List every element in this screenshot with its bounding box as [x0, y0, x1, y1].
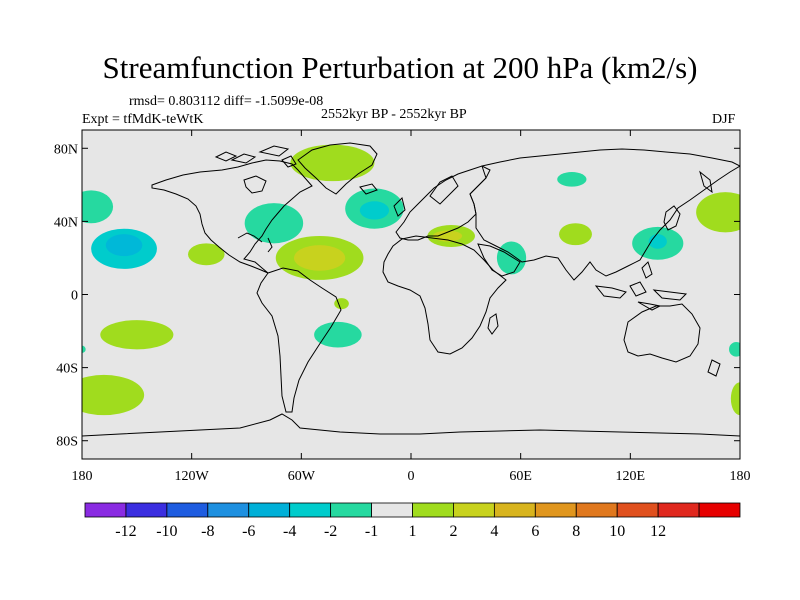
coastline-japan — [663, 205, 681, 231]
coastline-gulf — [237, 232, 263, 243]
anomaly-north-america-low — [244, 203, 304, 244]
anomaly-india-high — [559, 223, 592, 246]
map-axes: 80N 40N 0 40S 80S 180 120W 60W 0 60E 120E 180 — [54, 130, 751, 484]
anomaly-north-pacific-high — [696, 192, 740, 233]
colorbar-swatch — [248, 502, 291, 518]
colorbar-swatch — [493, 502, 536, 518]
lon-tick-label: 120E — [616, 469, 646, 484]
lon-tick-label: 180 — [72, 469, 93, 484]
colorbar-label: 8 — [572, 523, 580, 540]
period-label: 2552kyr BP - 2552kyr BP — [321, 107, 467, 122]
colorbar-label: 6 — [531, 523, 539, 540]
colorbar-label: -4 — [283, 523, 296, 540]
coastline-africa — [382, 235, 507, 355]
coastline-australia — [623, 303, 701, 363]
anomaly-atlantic-high-core — [294, 245, 346, 271]
experiment-label: Expt = tfMdK-teWtK — [82, 112, 204, 127]
coastline-scandinavia — [429, 175, 459, 205]
lon-tick-label: 180 — [730, 469, 751, 484]
colorbar-label: -1 — [365, 523, 378, 540]
coastline-antarctica — [82, 413, 740, 437]
anomaly-southern-ocean-high — [82, 374, 145, 416]
season-label: DJF — [712, 112, 736, 127]
colorbar-label: 2 — [449, 523, 457, 540]
colorbar-swatch — [657, 502, 700, 518]
colorbar-label: -12 — [115, 523, 136, 540]
anomaly-south-pacific-high — [100, 320, 174, 350]
anomaly-tasman-high — [730, 382, 740, 416]
colorbar-swatch — [166, 502, 209, 518]
coastline-indonesia — [594, 261, 688, 311]
lat-tick-label: 80S — [56, 435, 78, 450]
colorbar-swatch — [412, 502, 454, 518]
coastline-iceland — [359, 183, 378, 195]
coastline-greenland — [297, 142, 378, 195]
coastline-arabia — [477, 243, 521, 277]
colorbar-swatch — [330, 502, 372, 518]
colorbar-swatch — [616, 502, 659, 518]
colorbar: -12 -10 -8 -6 -4 -2 -1 1 2 4 6 8 10 12 — [84, 502, 741, 540]
colorbar-swatch — [289, 502, 332, 518]
colorbar-label: 12 — [650, 523, 666, 540]
anomaly-south-atlantic-high — [334, 298, 349, 310]
figure-title: Streamfunction Perturbation at 200 hPa (… — [102, 50, 698, 85]
lat-tick-label: 0 — [71, 289, 78, 304]
colorbar-swatch — [371, 502, 413, 518]
colorbar-swatch — [84, 502, 127, 518]
lon-tick-label: 60E — [509, 469, 532, 484]
lat-tick-label: 40S — [56, 362, 78, 377]
lon-tick-label: 0 — [408, 469, 415, 484]
lat-tick-label: 80N — [54, 142, 78, 157]
coastline-hudson-bay — [243, 175, 267, 194]
colorbar-swatch — [453, 502, 495, 518]
lon-tick-label: 60W — [288, 469, 316, 484]
colorbar-label: 1 — [409, 523, 417, 540]
anomaly-field — [82, 144, 740, 416]
map-background — [82, 130, 740, 459]
colorbar-swatch — [207, 502, 250, 518]
colorbar-swatch — [698, 502, 741, 518]
anomaly-north-pacific-low-core — [105, 234, 143, 257]
colorbar-label: -2 — [324, 523, 337, 540]
lon-tick-label: 120W — [175, 469, 210, 484]
colorbar-label: -10 — [156, 523, 177, 540]
coastlines — [82, 142, 740, 437]
coastline-arctic-islands — [214, 145, 297, 168]
rmsd-label: rmsd= 0.803112 diff= -1.5099e-08 — [129, 94, 324, 109]
colorbar-label: 10 — [609, 523, 625, 540]
anomaly-tasman-low — [729, 342, 740, 357]
coastline-britain — [393, 197, 406, 217]
coastline-south-america — [256, 267, 342, 413]
colorbar-swatch — [125, 502, 168, 518]
anomaly-greenland-high — [290, 144, 375, 182]
coastline-north-america — [151, 159, 313, 274]
coastline-madagascar — [487, 313, 499, 335]
colorbar-swatch — [534, 502, 577, 518]
anomaly-north-atlantic-low-core — [359, 201, 390, 220]
anomaly-west-edge-low — [82, 345, 86, 353]
coastline-asia — [469, 148, 740, 281]
anomaly-south-atlantic-low — [314, 321, 362, 348]
lat-tick-label: 40N — [54, 215, 78, 230]
colorbar-swatch — [575, 502, 618, 518]
anomaly-siberia-low — [557, 172, 587, 187]
coastline-kamchatka — [699, 170, 713, 194]
colorbar-label: -8 — [201, 523, 214, 540]
colorbar-label: -6 — [242, 523, 255, 540]
colorbar-label: 4 — [490, 523, 498, 540]
anomaly-northwest-pacific-low — [82, 190, 114, 224]
anomaly-eastern-pacific-high — [188, 243, 225, 266]
anomaly-arabia-low — [496, 241, 527, 275]
coastline-florida — [267, 237, 273, 253]
coastline-new-zealand — [707, 359, 721, 377]
